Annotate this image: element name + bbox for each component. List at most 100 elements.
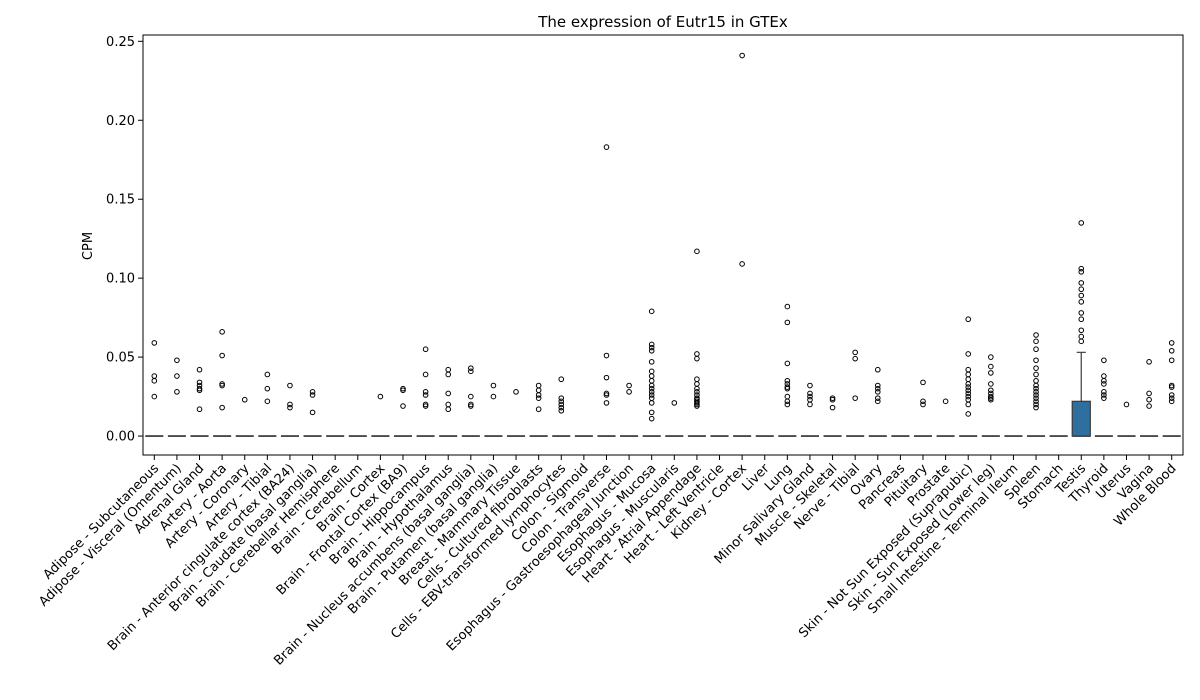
- outlier-point: [490, 382, 497, 389]
- outlier-point: [400, 387, 406, 394]
- outlier-point: [264, 385, 271, 392]
- outlier-point: [603, 374, 610, 381]
- outlier-point: [1033, 377, 1039, 384]
- outlier-point: [1033, 398, 1039, 405]
- outlier-point: [965, 376, 972, 383]
- outlier-point: [1078, 310, 1085, 316]
- outlier-point: [1078, 327, 1085, 334]
- box-group: [190, 366, 209, 437]
- outlier-point: [739, 261, 745, 267]
- outlier-point: [626, 389, 632, 395]
- box-group: [507, 389, 526, 437]
- outlier-point: [1033, 389, 1039, 395]
- outlier-point: [965, 387, 972, 394]
- chart-title: The expression of Eutr15 in GTEx: [537, 13, 788, 31]
- outlier-point: [965, 393, 972, 400]
- outlier-point: [694, 381, 700, 387]
- outlier-point: [558, 401, 565, 408]
- outlier-point: [1168, 340, 1175, 346]
- box-group: [778, 303, 797, 437]
- outlier-point: [920, 379, 926, 386]
- outlier-point: [535, 382, 542, 389]
- box-group: [484, 382, 503, 437]
- outlier-point: [1168, 347, 1175, 354]
- outlier-point: [1078, 280, 1085, 286]
- outlier-point: [648, 377, 655, 384]
- outlier-point: [1146, 390, 1152, 397]
- outlier-point: [1078, 292, 1085, 299]
- outlier-point: [648, 415, 655, 422]
- outlier-point: [603, 352, 610, 359]
- outlier-point: [694, 248, 700, 255]
- outlier-point: [784, 360, 791, 367]
- outlier-point: [241, 396, 248, 403]
- outlier-point: [1101, 373, 1107, 379]
- outlier-point: [1033, 404, 1039, 411]
- box-group: [1140, 359, 1159, 437]
- outlier-point: [648, 382, 655, 389]
- outlier-point: [1033, 392, 1039, 398]
- outlier-point: [445, 406, 452, 413]
- outlier-point: [196, 379, 203, 386]
- outlier-point: [558, 398, 565, 405]
- outlier-point: [1033, 346, 1039, 353]
- outlier-point: [535, 406, 542, 413]
- box-group: [597, 144, 616, 437]
- outlier-point: [468, 365, 474, 371]
- y-tick-label: 0.20: [106, 114, 135, 129]
- outlier-point: [422, 403, 429, 409]
- box-group: [439, 366, 458, 437]
- outlier-point: [1101, 377, 1107, 384]
- outlier-point: [965, 396, 972, 403]
- outlier-point: [558, 407, 565, 414]
- box-group: [167, 357, 186, 437]
- box-group: [461, 365, 480, 437]
- y-tick-label: 0.10: [106, 272, 135, 287]
- outlier-point: [694, 403, 700, 409]
- outlier-point: [1146, 359, 1152, 365]
- outlier-point: [694, 351, 700, 357]
- outlier-point: [965, 366, 972, 373]
- outlier-point: [920, 401, 926, 408]
- outlier-point: [1033, 357, 1039, 364]
- outlier-point: [535, 392, 542, 398]
- outlier-point: [1078, 299, 1085, 305]
- outlier-point: [648, 373, 655, 379]
- outlier-point: [784, 319, 791, 326]
- outlier-point: [626, 382, 632, 389]
- box-group: [1094, 357, 1113, 437]
- outlier-point: [264, 398, 271, 405]
- outlier-point: [1033, 365, 1039, 371]
- outlier-point: [309, 392, 316, 398]
- box-group: [1162, 340, 1181, 437]
- outlier-point: [694, 355, 700, 362]
- outlier-point: [807, 382, 813, 389]
- outlier-point: [1078, 265, 1085, 272]
- outlier-point: [603, 144, 610, 150]
- outlier-point: [196, 387, 203, 394]
- outlier-point: [1078, 333, 1085, 340]
- box-group: [416, 346, 435, 437]
- outlier-point: [874, 385, 881, 392]
- outlier-point: [648, 395, 655, 401]
- outlier-point: [1033, 332, 1039, 338]
- outlier-point: [920, 398, 926, 405]
- box-group: [393, 385, 413, 437]
- outlier-point: [219, 382, 225, 389]
- outlier-point: [807, 401, 813, 408]
- box-group: [981, 354, 1000, 437]
- y-tick-label: 0.15: [106, 193, 135, 208]
- box-group: [258, 371, 277, 437]
- outlier-point: [648, 409, 655, 416]
- box-group: [1071, 220, 1091, 437]
- outlier-point: [1033, 382, 1039, 389]
- outlier-point: [942, 398, 949, 405]
- outlier-point: [829, 396, 836, 403]
- outlier-point: [1101, 389, 1107, 395]
- outlier-point: [174, 373, 180, 379]
- outlier-point: [445, 401, 452, 408]
- box-group: [823, 395, 842, 437]
- y-tick-label: 0.05: [106, 351, 135, 366]
- outlier-point: [513, 389, 519, 395]
- outlier-point: [422, 346, 429, 353]
